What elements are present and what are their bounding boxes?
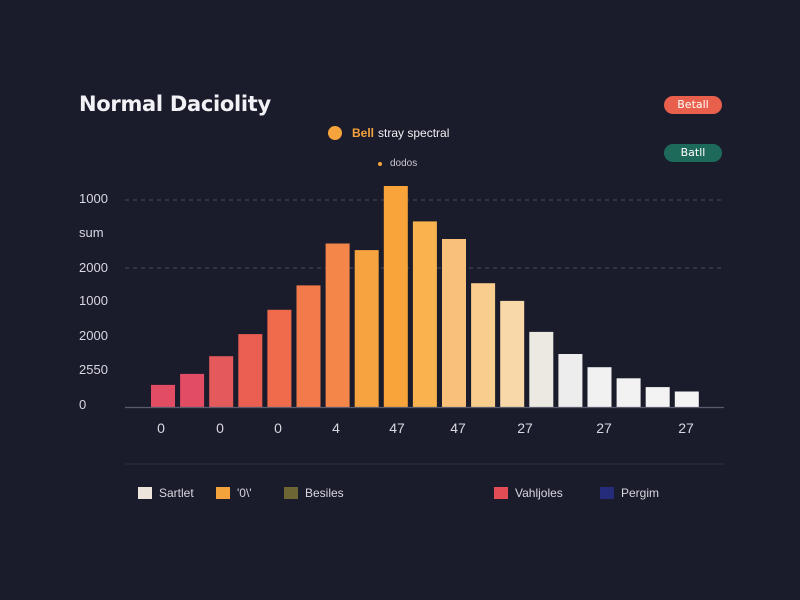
legend-item-4[interactable]: Vahljoles xyxy=(494,486,563,500)
bar xyxy=(238,334,263,407)
bar xyxy=(383,186,408,407)
bar xyxy=(442,239,466,407)
y-tick-label: sum xyxy=(79,225,104,240)
badge-primary[interactable]: Betall xyxy=(664,96,722,114)
legend-swatch-4 xyxy=(494,487,508,499)
x-tick-label: 27 xyxy=(517,420,533,436)
series-label: Bell stray spectral xyxy=(328,126,449,140)
x-tick-label: 47 xyxy=(389,420,405,436)
bar xyxy=(587,367,612,407)
series-dot-icon xyxy=(328,126,342,140)
bar xyxy=(296,285,321,407)
bar xyxy=(645,387,670,407)
legend-swatch-5 xyxy=(600,487,614,499)
legend-item-2[interactable]: '0\' xyxy=(216,486,252,500)
bar xyxy=(151,384,175,407)
bar xyxy=(354,250,379,407)
bar xyxy=(529,331,554,407)
legend-label-2: '0\' xyxy=(237,486,252,500)
legend-item-1[interactable]: Sartlet xyxy=(138,486,194,500)
bar xyxy=(267,309,292,407)
bar xyxy=(674,391,699,407)
legend-item-5[interactable]: Pergim xyxy=(600,486,659,500)
bar xyxy=(500,300,525,407)
legend-swatch-2 xyxy=(216,487,230,499)
bar xyxy=(209,356,234,407)
x-tick-label: 0 xyxy=(274,420,282,436)
bar xyxy=(325,243,350,407)
legend-swatch-1 xyxy=(138,487,152,499)
series-label-text: stray spectral xyxy=(378,126,450,140)
badge-secondary[interactable]: Batll xyxy=(664,144,722,162)
series-label-bold: Bell xyxy=(352,126,375,140)
x-tick-label: 0 xyxy=(157,420,165,436)
series-sublabel-text: dodos xyxy=(390,158,418,169)
x-tick-label: 4 xyxy=(332,420,340,436)
chart-title: Normal Daciolity xyxy=(79,92,271,116)
y-tick-label: 2550 xyxy=(79,362,108,377)
y-tick-label: 0 xyxy=(79,397,86,412)
bar xyxy=(558,354,583,407)
series-sublabel: dodos xyxy=(378,158,417,169)
legend-swatch-3 xyxy=(284,487,298,499)
x-tick-label: 27 xyxy=(678,420,694,436)
y-tick-label: 2000 xyxy=(79,328,108,343)
y-tick-label: 2000 xyxy=(79,260,108,275)
x-tick-label: 27 xyxy=(596,420,612,436)
legend-label-5: Pergim xyxy=(621,486,660,500)
series-sub-dot-icon xyxy=(378,161,382,166)
x-tick-label: 47 xyxy=(450,420,466,436)
legend-label-4: Vahljoles xyxy=(515,486,563,500)
bar xyxy=(616,378,641,407)
legend-label-3: Besiles xyxy=(305,486,344,500)
legend-label-1: Sartlet xyxy=(159,486,194,500)
y-tick-label: 1000 xyxy=(79,191,108,206)
y-tick-label: 1000 xyxy=(79,293,108,308)
bar xyxy=(471,283,496,407)
bar xyxy=(180,373,205,407)
bar xyxy=(412,221,437,407)
x-tick-label: 0 xyxy=(216,420,224,436)
legend-item-3[interactable]: Besiles xyxy=(284,486,344,500)
